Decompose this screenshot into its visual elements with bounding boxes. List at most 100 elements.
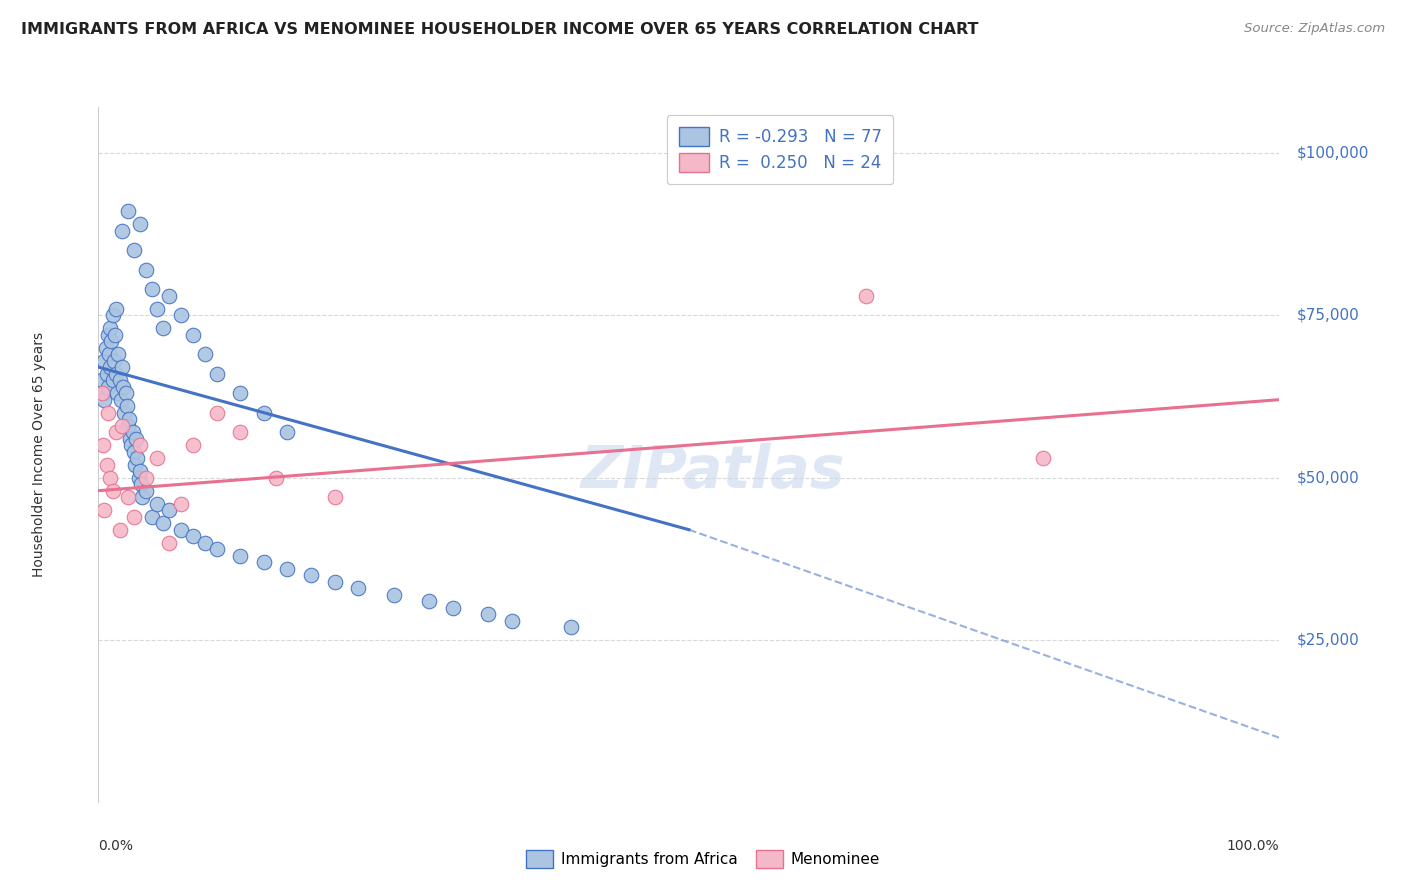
Legend: R = -0.293   N = 77, R =  0.250   N = 24: R = -0.293 N = 77, R = 0.250 N = 24 bbox=[666, 115, 893, 184]
Point bbox=[91, 386, 114, 401]
Point bbox=[122, 444, 145, 458]
Point bbox=[128, 464, 150, 478]
Point bbox=[382, 588, 405, 602]
Point bbox=[118, 412, 141, 426]
Point bbox=[105, 301, 128, 316]
Point bbox=[418, 594, 440, 608]
Point bbox=[135, 471, 157, 485]
Point bbox=[560, 620, 582, 634]
Point bbox=[122, 509, 145, 524]
Point bbox=[121, 438, 143, 452]
Point bbox=[170, 308, 193, 322]
Point bbox=[111, 360, 134, 375]
Point bbox=[131, 490, 153, 504]
Point bbox=[117, 490, 139, 504]
Text: $75,000: $75,000 bbox=[1298, 308, 1360, 323]
Text: Householder Income Over 65 years: Householder Income Over 65 years bbox=[32, 333, 46, 577]
Point bbox=[93, 503, 115, 517]
Point bbox=[146, 497, 169, 511]
Point bbox=[127, 451, 149, 466]
Point bbox=[205, 406, 228, 420]
Point bbox=[141, 282, 163, 296]
Point bbox=[157, 503, 180, 517]
Point bbox=[205, 367, 228, 381]
Point bbox=[117, 418, 139, 433]
Point bbox=[855, 288, 877, 302]
Point bbox=[157, 288, 180, 302]
Point bbox=[94, 341, 117, 355]
Point bbox=[323, 490, 346, 504]
Point bbox=[105, 425, 128, 439]
Point bbox=[229, 549, 252, 563]
Point bbox=[110, 392, 132, 407]
Point bbox=[124, 458, 146, 472]
Point bbox=[105, 386, 128, 401]
Point bbox=[181, 529, 204, 543]
Point bbox=[91, 373, 114, 387]
Point bbox=[170, 497, 193, 511]
Point bbox=[115, 399, 138, 413]
Point bbox=[96, 367, 118, 381]
Point bbox=[146, 301, 169, 316]
Point bbox=[152, 516, 174, 531]
Text: IMMIGRANTS FROM AFRICA VS MENOMINEE HOUSEHOLDER INCOME OVER 65 YEARS CORRELATION: IMMIGRANTS FROM AFRICA VS MENOMINEE HOUS… bbox=[21, 22, 979, 37]
Text: Source: ZipAtlas.com: Source: ZipAtlas.com bbox=[1244, 22, 1385, 36]
Point bbox=[477, 607, 499, 622]
Point bbox=[253, 406, 276, 420]
Point bbox=[128, 471, 150, 485]
Point bbox=[104, 327, 127, 342]
Point bbox=[125, 432, 148, 446]
Point bbox=[276, 562, 298, 576]
Point bbox=[299, 568, 322, 582]
Point bbox=[128, 438, 150, 452]
Text: 100.0%: 100.0% bbox=[1227, 838, 1279, 853]
Point bbox=[135, 483, 157, 498]
Point bbox=[194, 347, 217, 361]
Point bbox=[111, 418, 134, 433]
Point bbox=[105, 367, 128, 381]
Point bbox=[101, 373, 124, 387]
Point bbox=[205, 542, 228, 557]
Point bbox=[141, 509, 163, 524]
Text: $25,000: $25,000 bbox=[1298, 632, 1360, 648]
Point bbox=[101, 308, 124, 322]
Point bbox=[107, 347, 129, 361]
Point bbox=[101, 483, 124, 498]
Point bbox=[114, 386, 136, 401]
Text: $100,000: $100,000 bbox=[1298, 145, 1369, 160]
Point bbox=[120, 432, 142, 446]
Point bbox=[108, 373, 131, 387]
Point bbox=[97, 327, 120, 342]
Text: ZIPatlas: ZIPatlas bbox=[581, 442, 845, 500]
Point bbox=[93, 392, 115, 407]
Point bbox=[135, 262, 157, 277]
Point bbox=[194, 535, 217, 549]
Point bbox=[100, 334, 122, 348]
Point bbox=[157, 535, 180, 549]
Text: 0.0%: 0.0% bbox=[98, 838, 134, 853]
Point bbox=[96, 458, 118, 472]
Point bbox=[276, 425, 298, 439]
Legend: Immigrants from Africa, Menominee: Immigrants from Africa, Menominee bbox=[517, 843, 889, 875]
Point bbox=[98, 360, 121, 375]
Point bbox=[181, 438, 204, 452]
Point bbox=[103, 353, 125, 368]
Point bbox=[98, 321, 121, 335]
Point bbox=[170, 523, 193, 537]
Point bbox=[112, 406, 135, 420]
Point bbox=[229, 425, 252, 439]
Point bbox=[229, 386, 252, 401]
Point bbox=[264, 471, 287, 485]
Point bbox=[98, 471, 121, 485]
Point bbox=[97, 406, 120, 420]
Point bbox=[253, 555, 276, 569]
Point bbox=[181, 327, 204, 342]
Point bbox=[122, 243, 145, 257]
Point bbox=[441, 600, 464, 615]
Point bbox=[108, 523, 131, 537]
Point bbox=[91, 438, 114, 452]
Point bbox=[121, 425, 143, 439]
Point bbox=[111, 224, 134, 238]
Point bbox=[129, 477, 152, 491]
Point bbox=[323, 574, 346, 589]
